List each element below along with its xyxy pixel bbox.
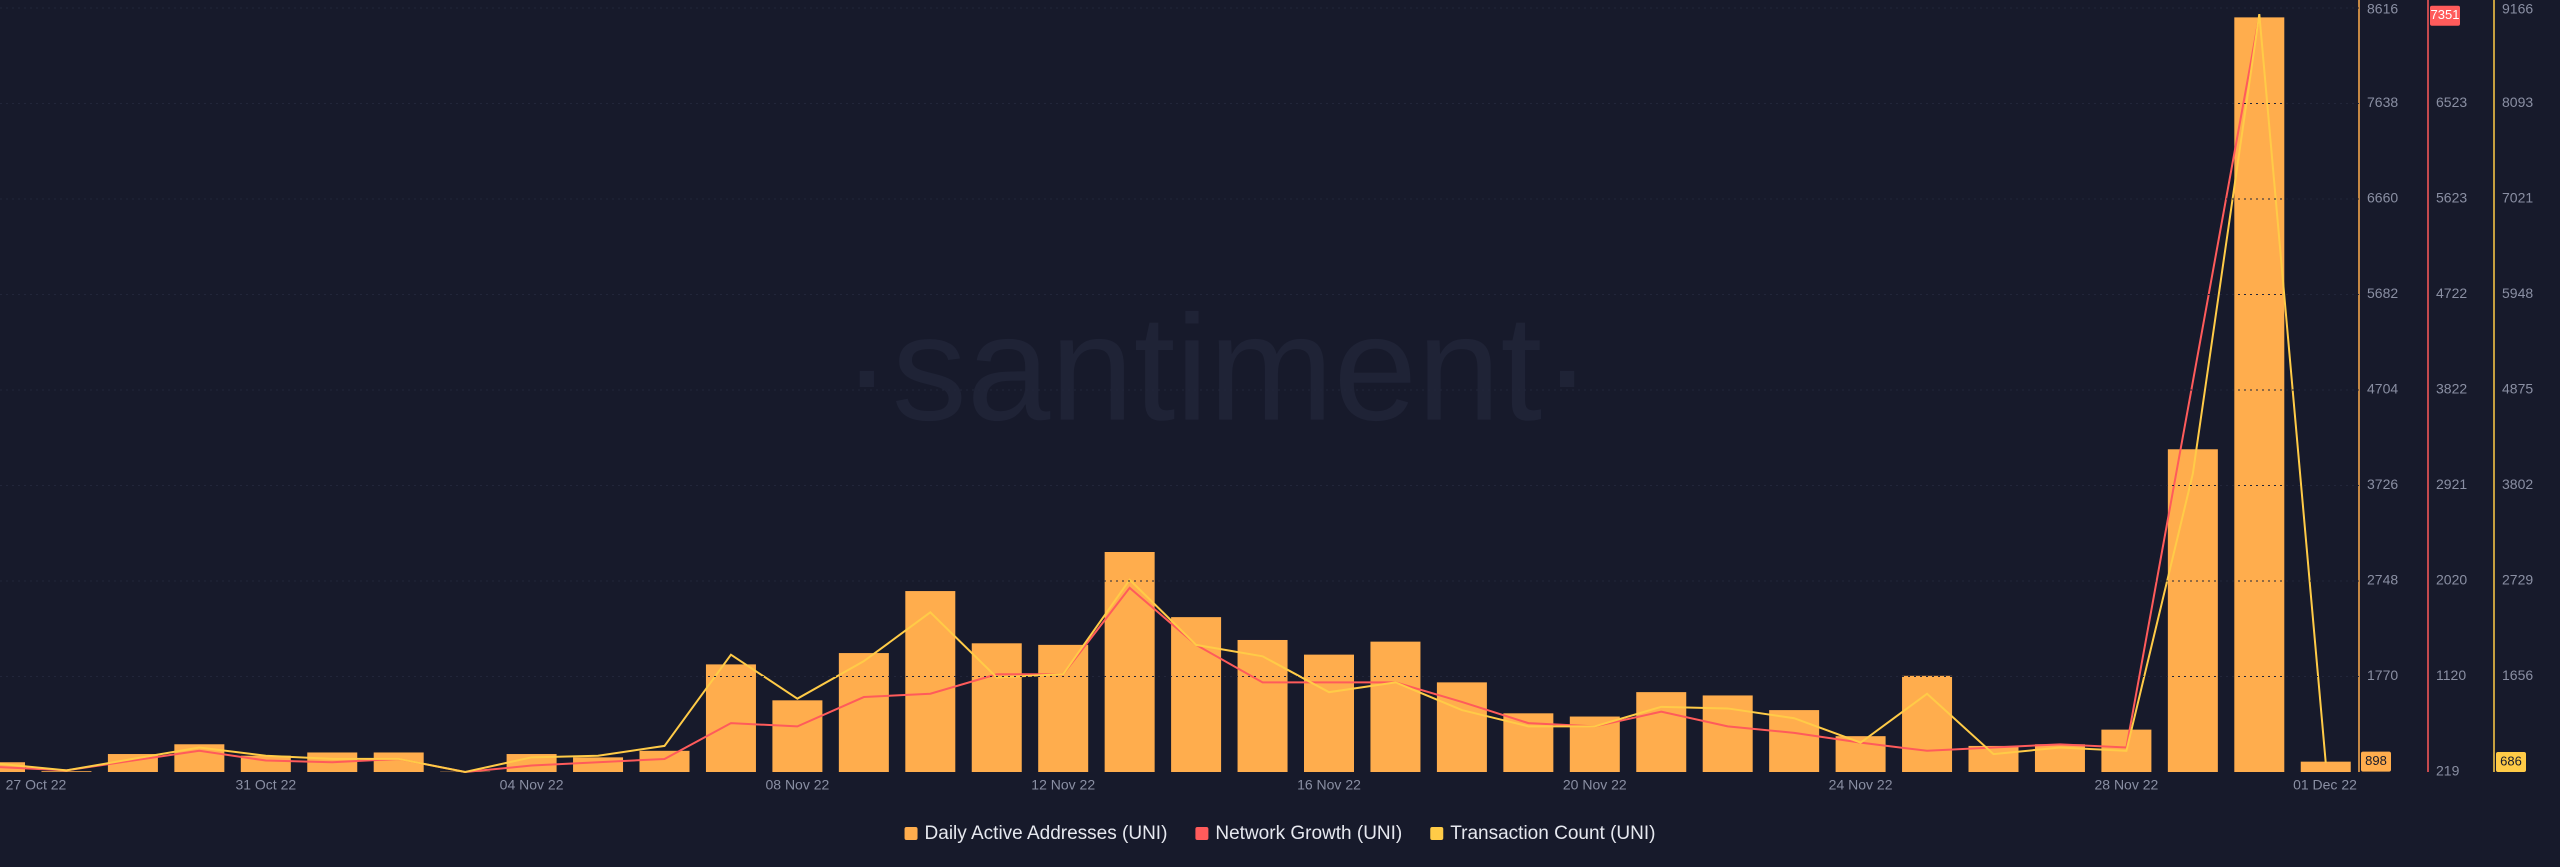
value-highlight-box [2430,5,2460,26]
bar [1370,641,1421,772]
y-tick-label: 7638 [2367,94,2398,110]
y-tick-label: 2020 [2436,572,2467,588]
bar [1304,654,1354,772]
y-tick-label: 2748 [2367,572,2398,588]
legend-swatch [904,827,918,840]
y-tick-label: 4722 [2436,285,2467,301]
bar [1237,639,1288,772]
legend: Daily Active Addresses (UNI) Network Grow… [904,823,1655,844]
bar [2234,17,2285,773]
bar [41,771,92,772]
watermark: ·santiment· [842,284,1592,452]
bar [971,643,1022,772]
legend-label: Transaction Count (UNI) [1450,823,1655,844]
y-tick-label: 8093 [2502,94,2533,110]
bar [1968,745,2019,772]
y-tick-label: 6660 [2367,190,2398,206]
y-tick-label: 8616 [2367,1,2398,17]
bar [1104,551,1155,772]
bar [1702,695,1753,772]
bar [2167,449,2218,772]
x-tick-label: 16 Nov 22 [1297,777,1361,793]
x-tick-label: 31 Oct 22 [235,777,296,793]
legend-swatch [1430,827,1444,840]
bar [639,750,690,772]
bar [905,591,956,772]
line [0,15,2261,774]
legend-swatch [1195,827,1209,840]
value-highlight-box [2361,751,2391,772]
y-tick-label: 1120 [2436,667,2466,683]
bar [1038,644,1089,772]
legend-label: Daily Active Addresses (UNI) [925,823,1168,844]
bar [772,700,823,772]
x-tick-label: 08 Nov 22 [765,777,829,793]
y-tick-label: 5948 [2502,285,2533,301]
value-highlight-box [2496,752,2526,772]
line [0,13,2327,774]
y-tick-label: 2921 [2436,476,2467,492]
x-tick-label: 28 Nov 22 [2094,777,2158,793]
y-tick-label: 6523 [2436,94,2467,110]
x-tick-label: 04 Nov 22 [500,777,564,793]
y-tick-label: 1656 [2502,667,2533,683]
x-tick-label: 24 Nov 22 [1829,777,1893,793]
y-tick-label: 4704 [2367,381,2398,397]
bar [373,752,424,772]
bar [1636,692,1687,772]
y-tick-label: 9166 [2502,1,2533,17]
y-tick-label: 4875 [2502,381,2533,397]
y-tick-label: 5623 [2436,190,2467,206]
x-tick-label: 27 Oct 22 [6,777,67,793]
bar [240,755,291,772]
bar [1902,675,1953,772]
bar [1769,710,1820,772]
bar [573,757,624,772]
bar [2300,761,2351,772]
value-highlight: 7351 [2431,7,2460,22]
bar [1171,617,1222,772]
y-tick-label: 5682 [2367,285,2398,301]
x-tick-label: 20 Nov 22 [1563,777,1627,793]
legend-label: Network Growth (UNI) [1215,823,1402,844]
x-tick-label: 01 Dec 22 [2293,777,2357,793]
bar [838,653,889,772]
y-tick-label: 2729 [2502,572,2533,588]
bar [705,664,756,772]
y-tick-label: 219 [2436,763,2460,779]
value-highlight: 898 [2365,753,2387,768]
y-tick-label: 3822 [2436,381,2467,397]
x-tick-label: 12 Nov 22 [1031,777,1095,793]
y-tick-label: 1770 [2367,667,2398,683]
value-highlight: 686 [2500,753,2522,768]
y-tick-label: 3726 [2367,476,2398,492]
y-tick-label: 3802 [2502,476,2533,492]
y-tick-label: 7021 [2502,190,2533,206]
plot-area [0,13,2351,774]
